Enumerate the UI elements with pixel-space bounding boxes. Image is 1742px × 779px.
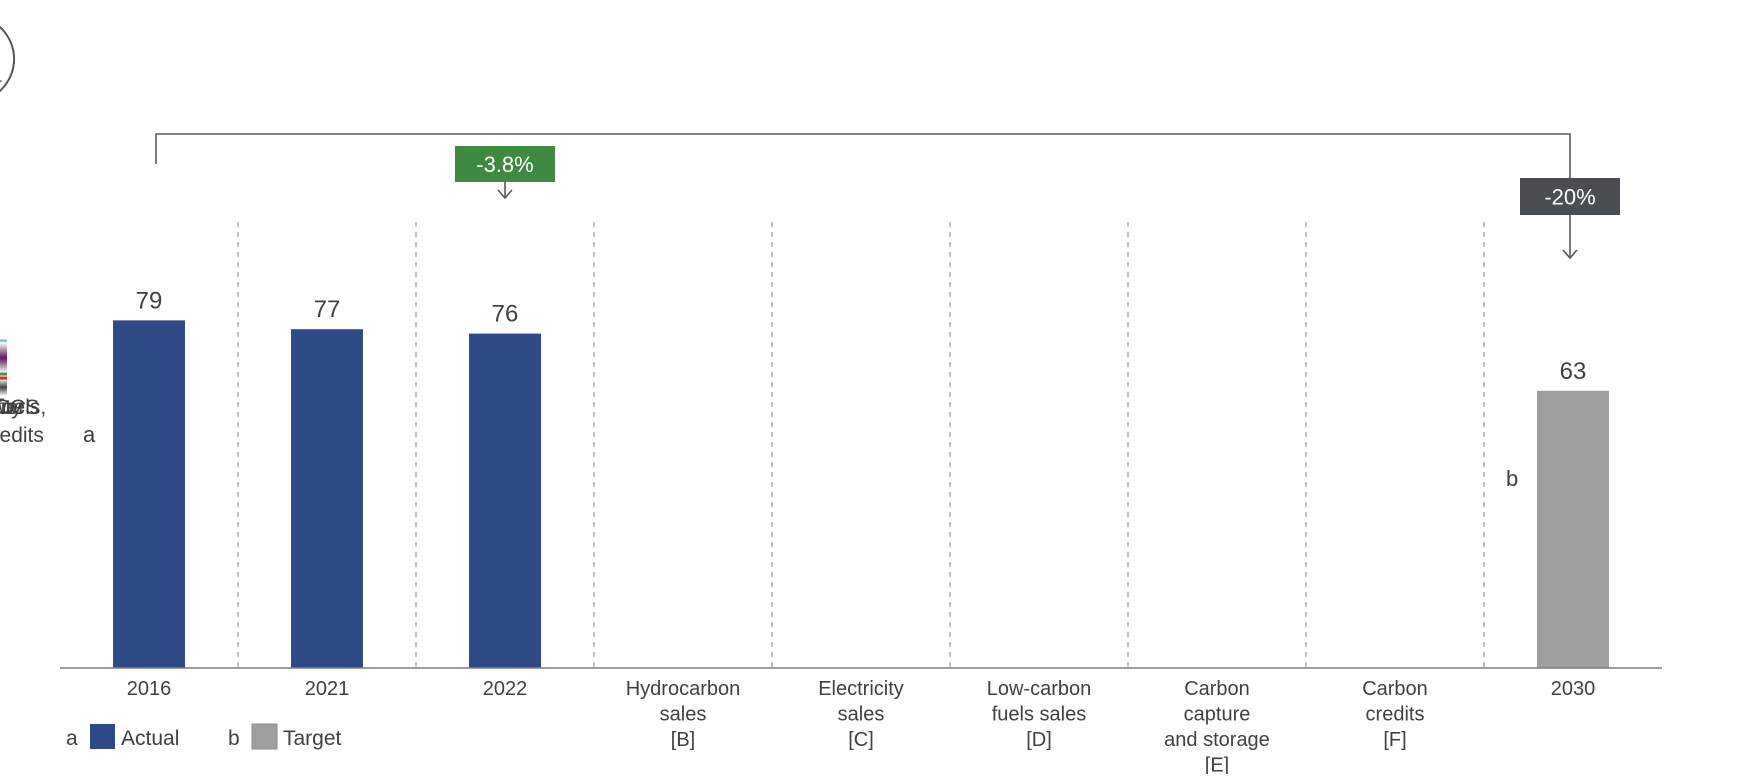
lever-icons [0, 26, 15, 92]
lever-mark-hydrocarbon-sales [0, 338, 7, 343]
legend-label-target: Target [283, 727, 342, 750]
callout-arrow-head [1562, 249, 1578, 260]
lever-mark-low-carbon-fuels-sales [0, 372, 7, 376]
bar-2022 [469, 333, 541, 668]
x-tick-label: Electricity sales [C] [818, 678, 904, 751]
x-tick-label: Hydrocarbon sales [B] [626, 678, 741, 751]
lever-descriptions: Grow powersalesGrow biofuels,develophydr… [0, 396, 46, 447]
lever-mark-carbon-credits [0, 378, 7, 397]
data-label-2030: 63 [1560, 358, 1587, 385]
data-label-2022: 76 [492, 301, 519, 328]
x-axis: 2016 2021 2022 Hydrocarbon sales [B] Electrici… [60, 667, 1662, 777]
bar-2021 [291, 329, 363, 668]
data-label-2016: 79 [136, 287, 163, 314]
lever-description-line: Develop CCS [0, 396, 39, 419]
lever-mark-electricity-sales [0, 342, 7, 374]
lever-description-line: High quality [0, 396, 22, 419]
x-tick-label: 2030 [1551, 678, 1596, 700]
forest-trees-icon [0, 26, 15, 92]
legend-marker-a: a [66, 727, 78, 750]
callout-arrow-head [497, 189, 513, 200]
series-marker-b: b [1506, 466, 1518, 491]
bar-2030 [1537, 390, 1609, 668]
reduction-bracket [155, 133, 1571, 178]
legend: a Actual b Target [66, 723, 342, 750]
callout-label-2022: -3.8% [476, 152, 533, 177]
lever-mark-carbon-capture-and-storage [0, 376, 7, 380]
callout-box-2030 [1520, 178, 1620, 215]
callout-label-2030: -20% [1544, 185, 1595, 210]
legend-swatch-actual [90, 724, 115, 749]
lever-description-line: Grow biofuels, [0, 396, 46, 419]
lever-marks [0, 338, 7, 397]
lever-description-line: Grow power [0, 396, 25, 419]
legend-swatch-target [251, 723, 278, 750]
legend-marker-b: b [228, 727, 240, 750]
icon-circle [0, 26, 15, 92]
series-marker-a: a [83, 422, 96, 447]
data-label-2021: 77 [314, 296, 341, 323]
callouts: -3.8% -20% [455, 146, 1620, 260]
x-tick-label: 2022 [483, 678, 528, 700]
callout-box-2022 [455, 146, 555, 182]
x-tick-label: Carbon capture and storage [E] [1164, 678, 1270, 774]
x-tick-label: 2016 [127, 678, 172, 700]
legend-label-actual: Actual [121, 727, 179, 750]
column-dividers [237, 222, 1485, 668]
bar-2016 [113, 320, 185, 668]
bars: 79 77 76 63 a b [83, 287, 1609, 668]
x-tick-label: 2021 [305, 678, 350, 700]
x-tick-label: Low-carbon fuels sales [D] [987, 678, 1092, 751]
bracket-line [155, 133, 1571, 178]
x-tick-label: Carbon credits [F] [1362, 678, 1428, 751]
lever-description-line: carbon credits [0, 424, 44, 447]
